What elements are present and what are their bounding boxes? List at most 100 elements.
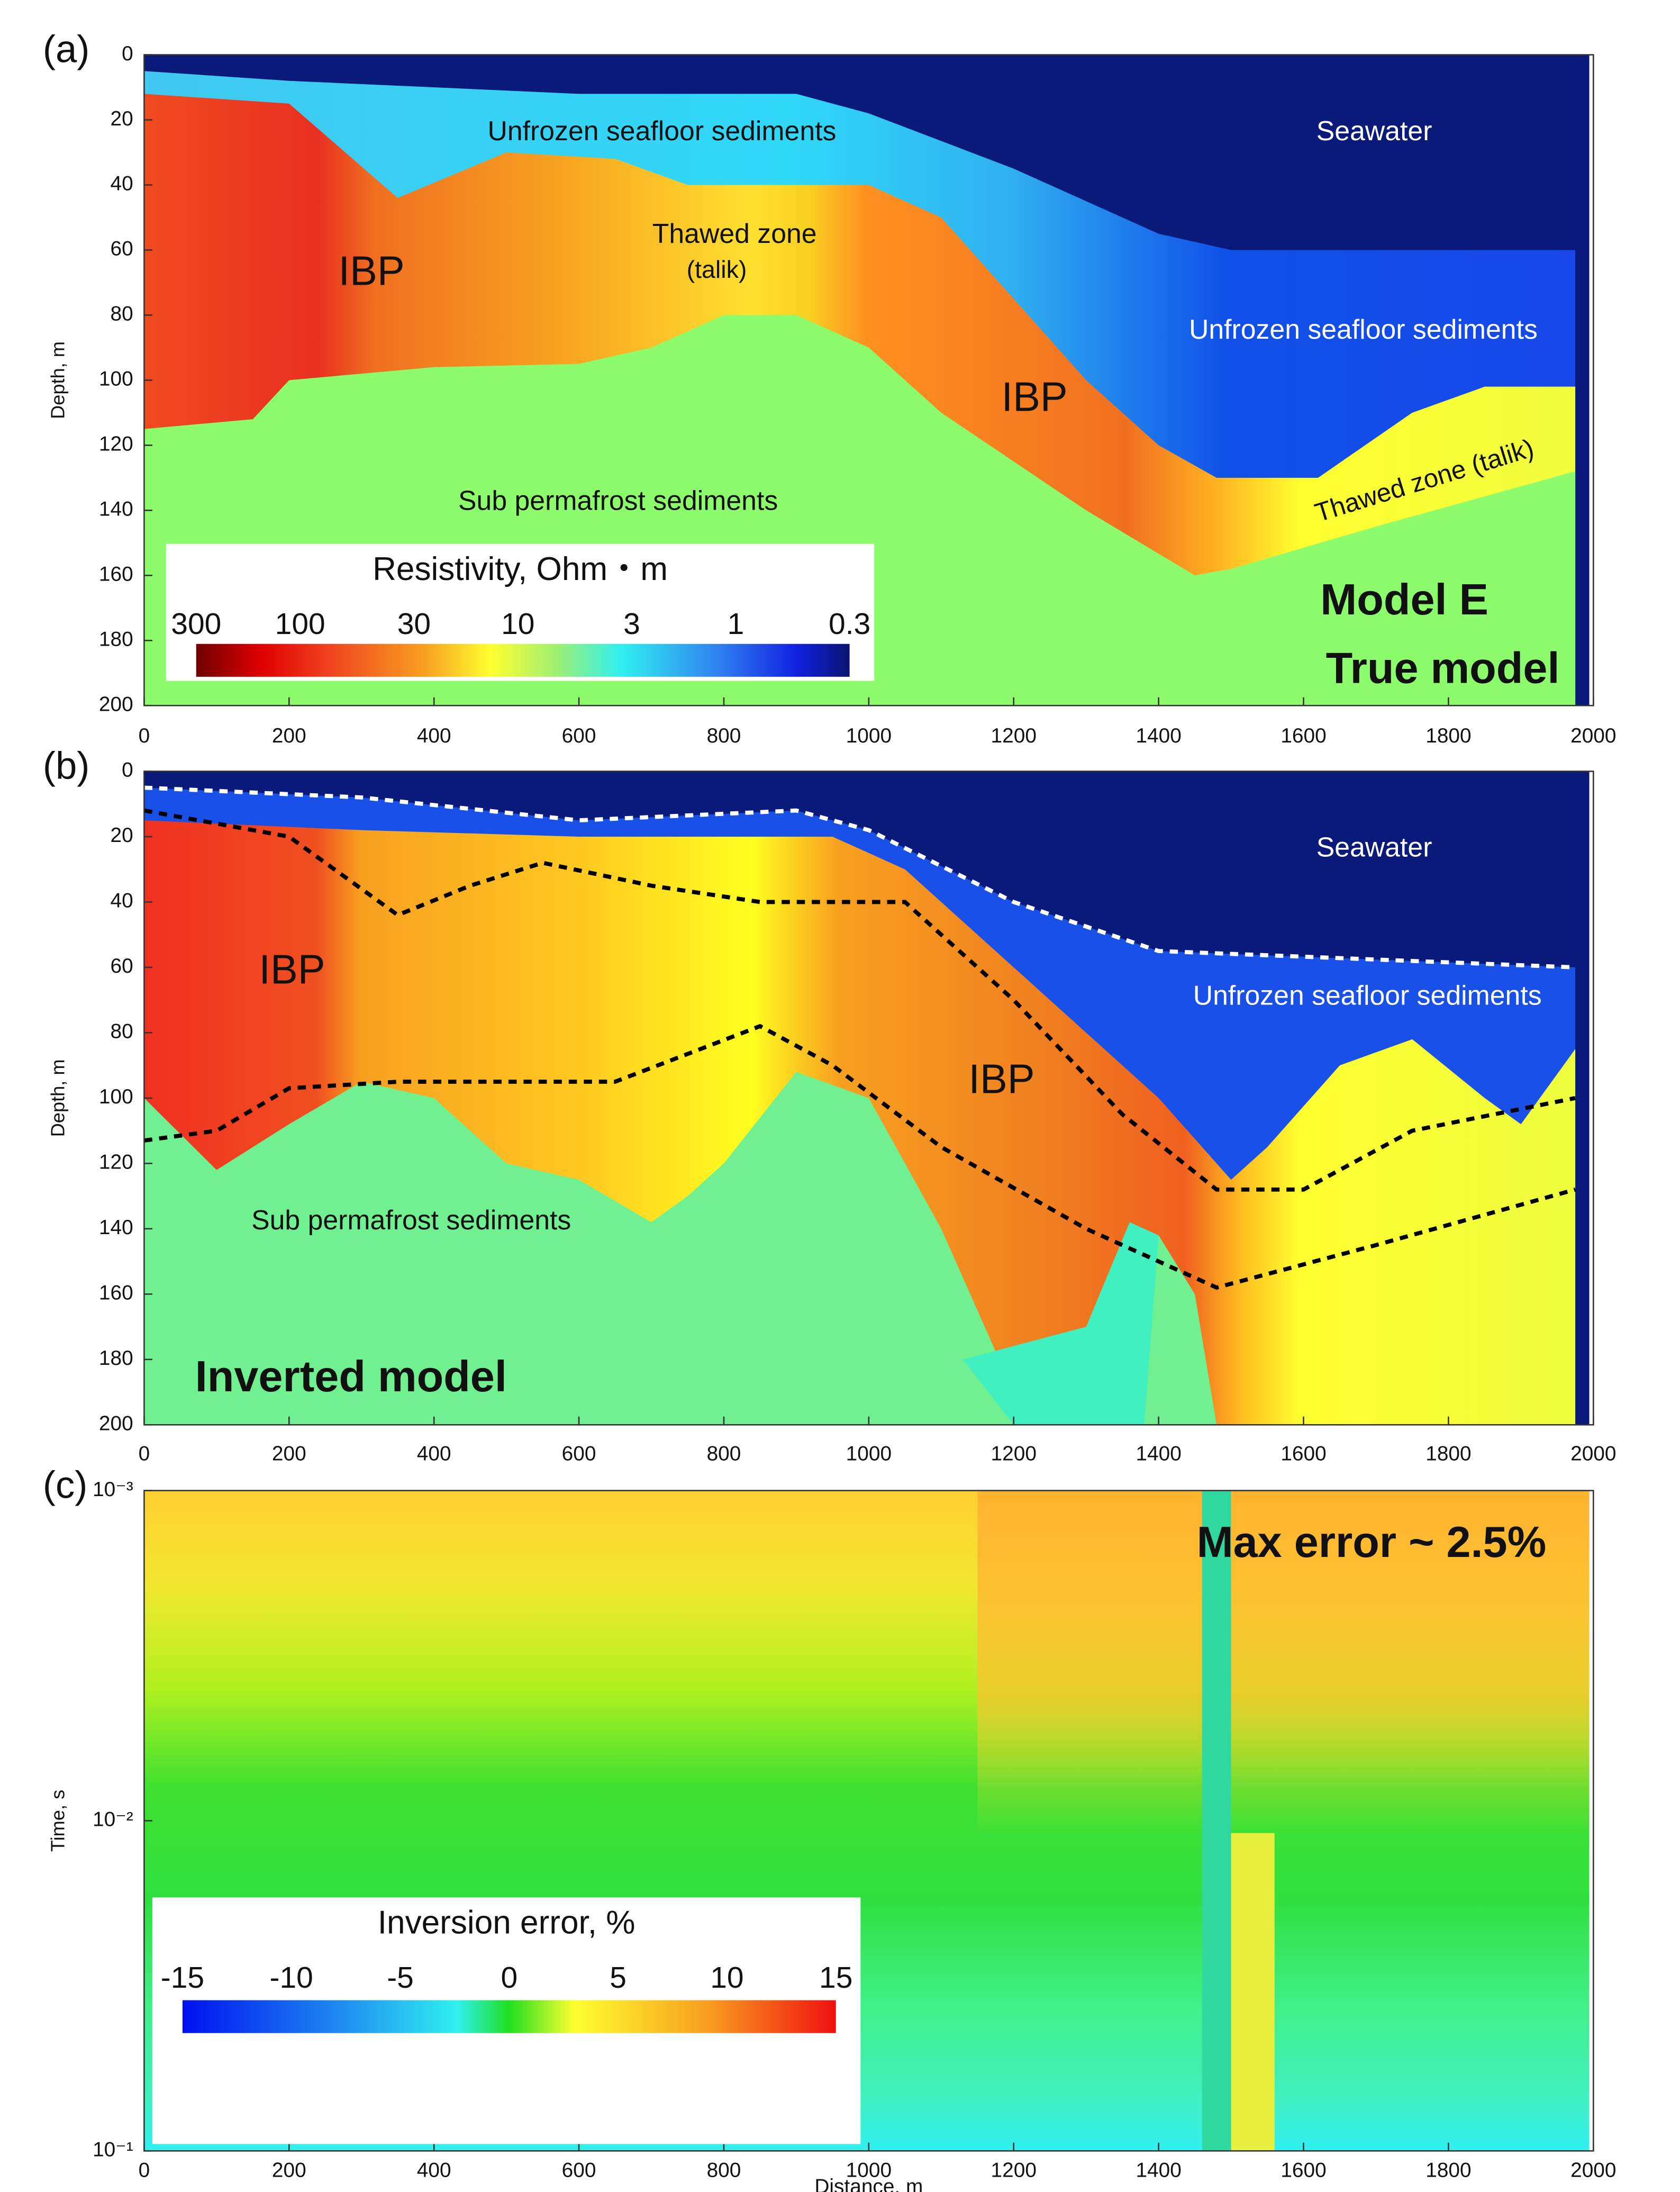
x-tick-label: 200 <box>272 1443 306 1465</box>
y-tick-label: 100 <box>99 368 133 391</box>
annotation: Sub permafrost sediments <box>251 1204 571 1235</box>
y-tick-label: 100 <box>99 1085 133 1108</box>
colorbar <box>196 644 850 677</box>
x-tick-label: 600 <box>562 1443 596 1465</box>
colorbar-tick-label: 10 <box>501 607 534 641</box>
annotation: (talik) <box>687 256 747 283</box>
x-tick-label: 1400 <box>1136 2159 1181 2181</box>
annotation: Sub permafrost sediments <box>458 485 778 516</box>
y-tick-label: 20 <box>111 824 133 847</box>
true-boundary <box>143 808 1576 1192</box>
cyan-patch <box>962 1222 1159 1425</box>
x-tick-label: 1600 <box>1281 724 1326 747</box>
colorbar-tick-label: 0 <box>501 1961 517 1995</box>
x-tick-label: 800 <box>707 1443 741 1465</box>
x-tick-label: 2000 <box>1570 2159 1616 2181</box>
annotation: True model <box>1326 643 1560 692</box>
y-tick-label: 120 <box>99 433 133 456</box>
annotation: IBP <box>968 1057 1034 1102</box>
x-tick-label: 600 <box>562 2159 596 2181</box>
x-tick-label: 1200 <box>991 2159 1037 2181</box>
annotation: Seawater <box>1316 832 1432 863</box>
x-tick-label: 800 <box>707 2159 741 2181</box>
panel-label: (b) <box>43 744 90 787</box>
y-tick-label: 60 <box>111 238 133 260</box>
colorbar-tick-label: -15 <box>161 1961 204 1995</box>
x-tick-label: 2000 <box>1570 724 1616 747</box>
y-tick-label: 10⁻³ <box>93 1478 133 1501</box>
colorbar-tick-label: -5 <box>387 1961 414 1995</box>
x-tick-label: 0 <box>139 2159 150 2181</box>
y-tick-label: 60 <box>111 955 133 977</box>
y-tick-label: 200 <box>99 1412 133 1435</box>
annotation: Unfrozen seafloor sediments <box>1193 980 1542 1010</box>
y-tick-label: 160 <box>99 1282 133 1305</box>
y-tick-label: 140 <box>99 1216 133 1239</box>
x-tick-label: 200 <box>272 2159 306 2181</box>
y-axis-label: Depth, m <box>47 1059 68 1137</box>
y-tick-label: 10⁻¹ <box>93 2139 133 2161</box>
annotation: IBP <box>339 248 405 294</box>
annotation: Unfrozen seafloor sediments <box>1189 314 1538 345</box>
x-tick-label: 400 <box>417 1443 451 1465</box>
x-tick-label: 1200 <box>991 724 1037 747</box>
x-tick-label: 1000 <box>846 724 892 747</box>
x-tick-label: 2000 <box>1570 1443 1616 1465</box>
colorbar-tick-label: 30 <box>397 607 431 641</box>
colorbar-tick-label: 0.3 <box>829 607 870 641</box>
y-tick-label: 10⁻² <box>93 1808 133 1831</box>
error-stripe <box>1202 1490 1231 2151</box>
sub-permafrost <box>144 1072 1217 1425</box>
x-tick-label: 0 <box>139 1443 150 1465</box>
annotation: Seawater <box>1316 115 1432 146</box>
colorbar-tick-label: 300 <box>171 607 221 641</box>
x-tick-label: 1400 <box>1136 1443 1181 1465</box>
x-axis-label: Distance, m <box>814 2175 923 2192</box>
y-tick-label: 40 <box>111 173 133 195</box>
colorbar-tick-label: 1 <box>728 607 744 641</box>
annotation: IBP <box>259 947 325 993</box>
x-tick-label: 1600 <box>1281 1443 1326 1465</box>
x-tick-label: 0 <box>139 724 150 747</box>
colorbar-tick-label: 15 <box>819 1961 852 1995</box>
y-tick-label: 140 <box>99 498 133 521</box>
annotation: Unfrozen seafloor sediments <box>488 115 837 146</box>
y-tick-label: 20 <box>111 107 133 130</box>
annotation: Inverted model <box>195 1352 507 1401</box>
x-tick-label: 1800 <box>1425 2159 1471 2181</box>
colorbar-title: Inversion error, % <box>378 1905 635 1941</box>
x-tick-label: 1800 <box>1425 1443 1471 1465</box>
colorbar <box>182 2000 836 2033</box>
y-axis-label: Depth, m <box>47 341 68 419</box>
colorbar-tick-label: 3 <box>623 607 640 641</box>
y-tick-label: 160 <box>99 563 133 586</box>
y-tick-label: 80 <box>111 303 133 325</box>
x-tick-label: 1000 <box>846 1443 892 1465</box>
x-tick-label: 1800 <box>1425 724 1471 747</box>
colorbar-tick-label: 5 <box>610 1961 626 1995</box>
x-tick-label: 1400 <box>1136 724 1181 747</box>
y-tick-label: 180 <box>99 1347 133 1370</box>
x-tick-label: 200 <box>272 724 306 747</box>
annotation: Max error ~ 2.5% <box>1197 1517 1547 1566</box>
error-stripe <box>1231 1833 1275 2151</box>
annotation: IBP <box>1002 374 1068 420</box>
error-high <box>977 1490 1590 1836</box>
x-tick-label: 800 <box>707 724 741 747</box>
y-tick-label: 0 <box>122 42 133 65</box>
colorbar-title: Resistivity, Ohm・m <box>373 551 668 587</box>
y-tick-label: 80 <box>111 1020 133 1043</box>
colorbar-tick-label: 100 <box>275 607 325 641</box>
y-axis-label: Time, s <box>47 1790 68 1852</box>
colorbar-tick-label: 10 <box>710 1961 743 1995</box>
x-tick-label: 1600 <box>1281 2159 1326 2181</box>
x-tick-label: 400 <box>417 724 451 747</box>
y-tick-label: 0 <box>122 759 133 782</box>
y-tick-label: 120 <box>99 1151 133 1174</box>
panel-label: (a) <box>43 28 90 71</box>
y-tick-label: 180 <box>99 628 133 650</box>
annotation: Thawed zone <box>652 218 817 249</box>
panel-label: (c) <box>43 1464 88 1507</box>
x-tick-label: 400 <box>417 2159 451 2181</box>
